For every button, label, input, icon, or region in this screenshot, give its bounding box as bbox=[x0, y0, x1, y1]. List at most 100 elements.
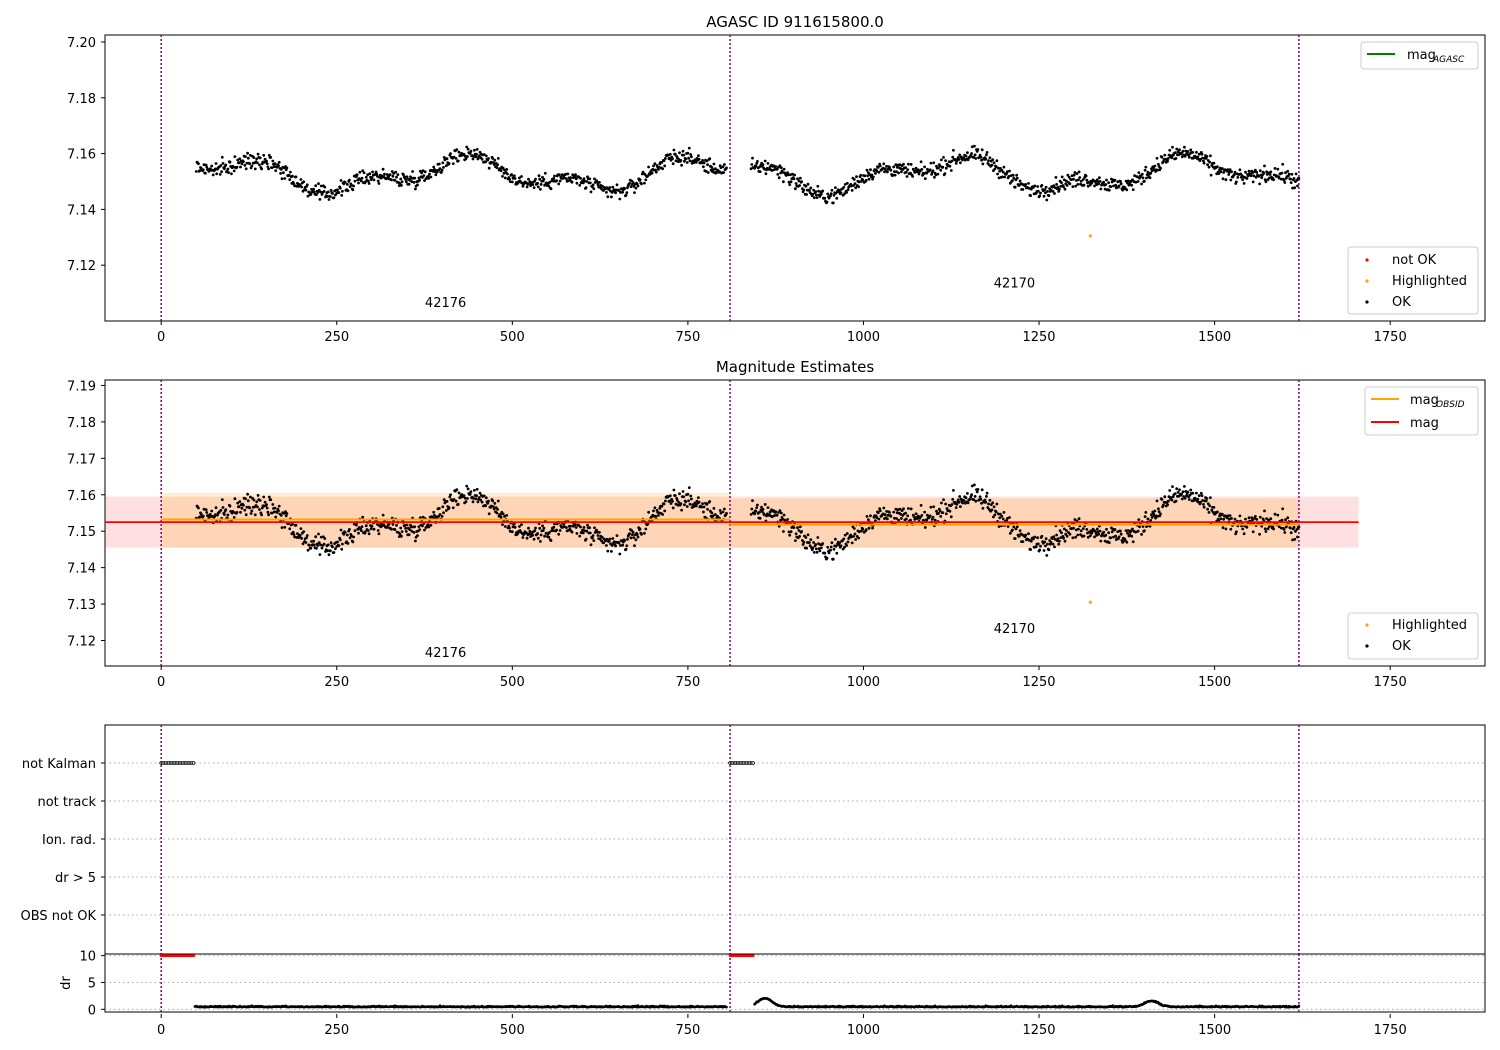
ok-point bbox=[904, 166, 907, 170]
ok-point bbox=[1222, 171, 1226, 174]
ok-point bbox=[326, 549, 329, 553]
ok-point bbox=[1268, 176, 1271, 180]
ok-point bbox=[1068, 532, 1072, 536]
ok-point bbox=[1134, 180, 1138, 184]
ok-point bbox=[940, 501, 943, 505]
ok-point bbox=[1131, 540, 1135, 544]
ok-point bbox=[1204, 499, 1208, 503]
ok-point bbox=[1062, 185, 1065, 189]
ok-point bbox=[794, 182, 798, 185]
ok-point bbox=[433, 168, 436, 171]
ok-point bbox=[277, 504, 281, 508]
ok-point bbox=[246, 156, 250, 160]
ok-point bbox=[1166, 157, 1170, 160]
ok-point bbox=[984, 500, 988, 504]
ok-point bbox=[1186, 490, 1190, 494]
ok-point bbox=[1235, 530, 1238, 534]
ok-point bbox=[753, 512, 756, 516]
ok-point bbox=[821, 542, 825, 545]
ok-point bbox=[712, 507, 716, 510]
ok-point bbox=[600, 184, 604, 188]
ok-point bbox=[629, 185, 633, 189]
flag-label: OBS not OK bbox=[21, 909, 97, 924]
ok-point bbox=[1076, 533, 1080, 537]
ok-point bbox=[1168, 489, 1172, 492]
ok-point bbox=[198, 169, 202, 173]
ok-point bbox=[513, 522, 516, 526]
ok-point bbox=[291, 174, 294, 178]
ok-point bbox=[1175, 147, 1179, 151]
ok-point bbox=[1186, 150, 1190, 153]
ok-point bbox=[804, 184, 808, 188]
ok-point bbox=[1128, 182, 1131, 186]
flag-point bbox=[191, 761, 196, 765]
ok-point bbox=[197, 162, 200, 166]
ok-point bbox=[245, 161, 249, 165]
ok-point bbox=[931, 169, 935, 173]
ok-point bbox=[1055, 533, 1058, 537]
ok-point bbox=[405, 175, 409, 179]
ok-point bbox=[909, 163, 913, 166]
ok-point bbox=[706, 171, 710, 174]
ok-point bbox=[1273, 512, 1277, 516]
ok-point bbox=[902, 162, 905, 166]
ok-point bbox=[1263, 527, 1267, 531]
ok-point bbox=[202, 163, 206, 167]
ok-point bbox=[798, 535, 801, 538]
ok-point bbox=[1049, 188, 1053, 192]
ok-point bbox=[985, 495, 988, 498]
ok-point bbox=[400, 184, 403, 187]
ok-point bbox=[633, 191, 636, 195]
ok-point bbox=[933, 175, 936, 179]
x-tick-label: 500 bbox=[500, 675, 525, 690]
ok-point bbox=[815, 196, 819, 200]
ok-point bbox=[427, 525, 431, 529]
ok-point bbox=[850, 535, 853, 539]
ok-point bbox=[502, 172, 506, 175]
ok-point bbox=[1143, 515, 1147, 518]
ok-point bbox=[1110, 530, 1114, 534]
ok-point bbox=[877, 170, 881, 174]
ok-point bbox=[866, 174, 870, 178]
ok-point bbox=[1143, 529, 1146, 533]
ok-point bbox=[499, 515, 503, 519]
ok-point bbox=[950, 159, 954, 163]
ok-point bbox=[882, 506, 886, 510]
ok-point bbox=[1257, 174, 1261, 178]
ok-point bbox=[337, 191, 341, 195]
ok-point bbox=[634, 186, 638, 190]
ok-point bbox=[1062, 536, 1065, 540]
ok-point bbox=[615, 183, 619, 187]
ok-point bbox=[314, 184, 318, 188]
ok-point bbox=[367, 182, 371, 185]
ok-point bbox=[1038, 194, 1042, 198]
ok-point bbox=[679, 502, 683, 505]
ok-point bbox=[1126, 531, 1129, 535]
ok-point bbox=[1149, 171, 1153, 175]
ok-point bbox=[265, 159, 268, 163]
ok-point bbox=[558, 179, 562, 183]
ok-point bbox=[1192, 499, 1195, 503]
ok-point bbox=[1046, 542, 1049, 546]
ok-point bbox=[237, 161, 241, 165]
ok-point bbox=[388, 173, 392, 177]
ok-point bbox=[1221, 177, 1225, 181]
ok-point bbox=[565, 526, 568, 529]
ok-point bbox=[672, 488, 676, 492]
ok-point bbox=[602, 541, 605, 545]
ok-point bbox=[1085, 178, 1089, 182]
ok-point bbox=[763, 159, 767, 163]
ok-point bbox=[441, 505, 445, 509]
ok-point bbox=[1289, 526, 1292, 530]
ok-point bbox=[532, 537, 536, 541]
ok-point bbox=[1250, 516, 1254, 519]
ok-point bbox=[990, 508, 994, 512]
ok-point bbox=[680, 163, 683, 167]
ok-point bbox=[1044, 544, 1047, 548]
ok-point bbox=[660, 504, 664, 508]
ok-point bbox=[808, 541, 811, 544]
ok-point bbox=[800, 530, 804, 533]
ok-point bbox=[558, 173, 561, 177]
ok-point bbox=[1116, 530, 1120, 533]
